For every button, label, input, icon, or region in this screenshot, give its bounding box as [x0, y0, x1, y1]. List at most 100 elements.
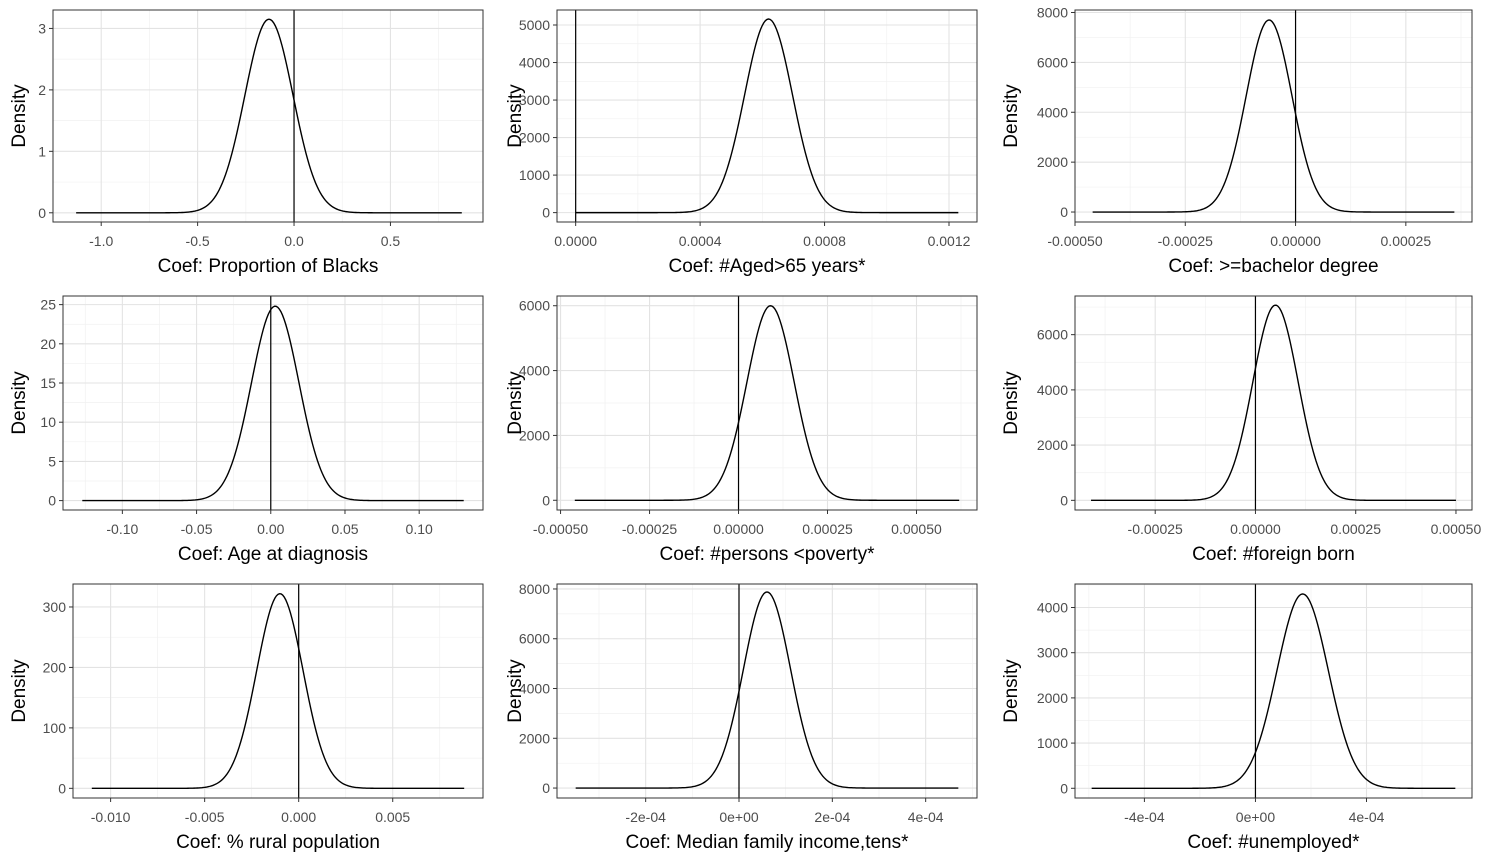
y-axis-title: Density — [1001, 659, 1022, 723]
panel-border — [52, 9, 484, 223]
x-tick-label: -0.005 — [185, 809, 225, 825]
x-tick-label: 0.0000 — [554, 233, 597, 249]
y-tick-label: 4000 — [1037, 600, 1068, 616]
x-tick-label: -0.010 — [91, 809, 131, 825]
y-tick-label: 5 — [48, 453, 56, 469]
y-axis-title: Density — [505, 371, 526, 435]
x-tick-label: 0.00000 — [713, 521, 764, 537]
y-axis-title: Density — [1001, 371, 1022, 435]
x-tick-label: 0.00050 — [1431, 521, 1482, 537]
x-tick-label: 4e-04 — [908, 809, 944, 825]
x-tick-label: 0.0 — [284, 233, 304, 249]
y-tick-label: 0 — [48, 493, 56, 509]
y-axis-title: Density — [9, 371, 30, 435]
y-tick-label: 2000 — [519, 427, 550, 443]
density-panel-8: -2e-04 0e+00 2e-04 4e-04 0 2000 4000 6000 8000 Co… — [505, 581, 978, 853]
y-axis-title: Density — [9, 659, 30, 723]
y-tick-label: 1000 — [519, 167, 550, 183]
y-tick-label: 3 — [38, 20, 46, 36]
x-tick-label: -1.0 — [89, 233, 113, 249]
x-tick-label: -0.00025 — [1158, 233, 1213, 249]
y-tick-label: 4000 — [1037, 104, 1068, 120]
y-tick-label: 200 — [43, 659, 67, 675]
panel-border — [62, 295, 484, 511]
y-tick-label: 10 — [40, 414, 56, 430]
y-axis-title: Density — [9, 84, 30, 148]
x-tick-label: 0e+00 — [719, 809, 759, 825]
x-tick-label: 0.00 — [257, 521, 284, 537]
density-panel-6: -0.00025 0.00000 0.00025 0.00050 0 2000 4000 60… — [1001, 295, 1482, 565]
y-tick-label: 4000 — [519, 363, 550, 379]
x-axis-title: Coef: % rural population — [176, 832, 380, 853]
y-tick-label: 2000 — [519, 130, 550, 146]
y-axis-title: Density — [1001, 84, 1022, 148]
density-panel-4: -0.10 -0.05 0.00 0.05 0.10 0 5 10 15 20 25 Coef: Ag… — [9, 295, 484, 565]
y-tick-label: 0 — [1060, 780, 1068, 796]
y-tick-label: 0 — [58, 780, 66, 796]
density-panel-3: -0.00050 -0.00025 0.00000 0.00025 0 2000 4000 6… — [1001, 4, 1473, 277]
y-tick-label: 0 — [542, 492, 550, 508]
density-curve — [91, 592, 465, 790]
x-tick-label: -0.05 — [181, 521, 213, 537]
y-tick-label: 6000 — [1037, 327, 1068, 343]
x-tick-label: -0.00050 — [1047, 233, 1102, 249]
x-axis-title: Coef: Proportion of Blacks — [158, 256, 379, 277]
x-tick-label: 0.00050 — [891, 521, 942, 537]
density-panel-2: 0.0000 0.0004 0.0008 0.0012 0 1000 2000 3000 400… — [505, 9, 978, 277]
x-tick-label: -2e-04 — [625, 809, 666, 825]
y-tick-label: 2000 — [519, 730, 550, 746]
y-tick-label: 1000 — [1037, 735, 1068, 751]
y-tick-label: 4000 — [519, 55, 550, 71]
y-tick-label: 6000 — [519, 298, 550, 314]
x-axis-title: Coef: #Aged>65 years* — [669, 256, 867, 277]
x-tick-label: 0.00025 — [1381, 233, 1432, 249]
y-tick-label: 3000 — [519, 92, 550, 108]
panel-border — [72, 583, 484, 799]
x-tick-label: 2e-04 — [814, 809, 850, 825]
y-tick-label: 300 — [43, 599, 67, 615]
x-axis-title: Coef: #persons <poverty* — [660, 544, 876, 565]
y-tick-label: 0 — [1060, 204, 1068, 220]
y-tick-label: 6000 — [1037, 54, 1068, 70]
y-tick-label: 100 — [43, 720, 67, 736]
y-tick-label: 0 — [1060, 492, 1068, 508]
density-panel-7: -0.010 -0.005 0.000 0.005 0 100 200 300 Coef: % … — [9, 583, 484, 853]
density-panel-1: -1.0 -0.5 0.0 0.5 0 1 2 3 Coef: Proportion of Bl… — [9, 9, 484, 277]
y-tick-label: 2000 — [1037, 690, 1068, 706]
panel-border — [556, 583, 978, 799]
density-panel-9: -4e-04 0e+00 4e-04 0 1000 2000 3000 4000 Coef: #… — [1001, 583, 1473, 853]
y-tick-label: 2 — [38, 82, 46, 98]
x-tick-label: 0.000 — [281, 809, 316, 825]
panel-border — [556, 295, 978, 511]
density-curve — [575, 18, 959, 214]
y-tick-label: 8000 — [1037, 4, 1068, 20]
panel-border — [1074, 295, 1473, 511]
density-curve — [575, 591, 959, 789]
y-tick-label: 2000 — [1037, 437, 1068, 453]
y-tick-label: 20 — [40, 336, 56, 352]
x-tick-label: 0.00000 — [1230, 521, 1281, 537]
density-curve — [574, 305, 960, 501]
x-tick-label: -0.00025 — [622, 521, 677, 537]
x-axis-title: Coef: Age at diagnosis — [178, 544, 368, 565]
y-tick-label: 4000 — [519, 681, 550, 697]
x-tick-label: 0.0012 — [928, 233, 971, 249]
x-tick-label: -4e-04 — [1124, 809, 1165, 825]
y-axis-title: Density — [505, 84, 526, 148]
y-tick-label: 0 — [38, 205, 46, 221]
x-tick-label: -0.00050 — [533, 521, 588, 537]
x-tick-label: 0.10 — [406, 521, 433, 537]
y-tick-label: 6000 — [519, 631, 550, 647]
x-tick-label: -0.10 — [106, 521, 138, 537]
y-tick-label: 1 — [38, 143, 46, 159]
x-tick-label: 0.005 — [375, 809, 410, 825]
density-curve — [82, 305, 464, 502]
x-tick-label: 0e+00 — [1236, 809, 1276, 825]
x-tick-label: 0.00000 — [1270, 233, 1321, 249]
x-tick-label: 0.00025 — [802, 521, 853, 537]
y-tick-label: 4000 — [1037, 382, 1068, 398]
x-axis-title: Coef: >=bachelor degree — [1168, 256, 1378, 277]
y-tick-label: 0 — [542, 205, 550, 221]
x-tick-label: -0.00025 — [1128, 521, 1183, 537]
